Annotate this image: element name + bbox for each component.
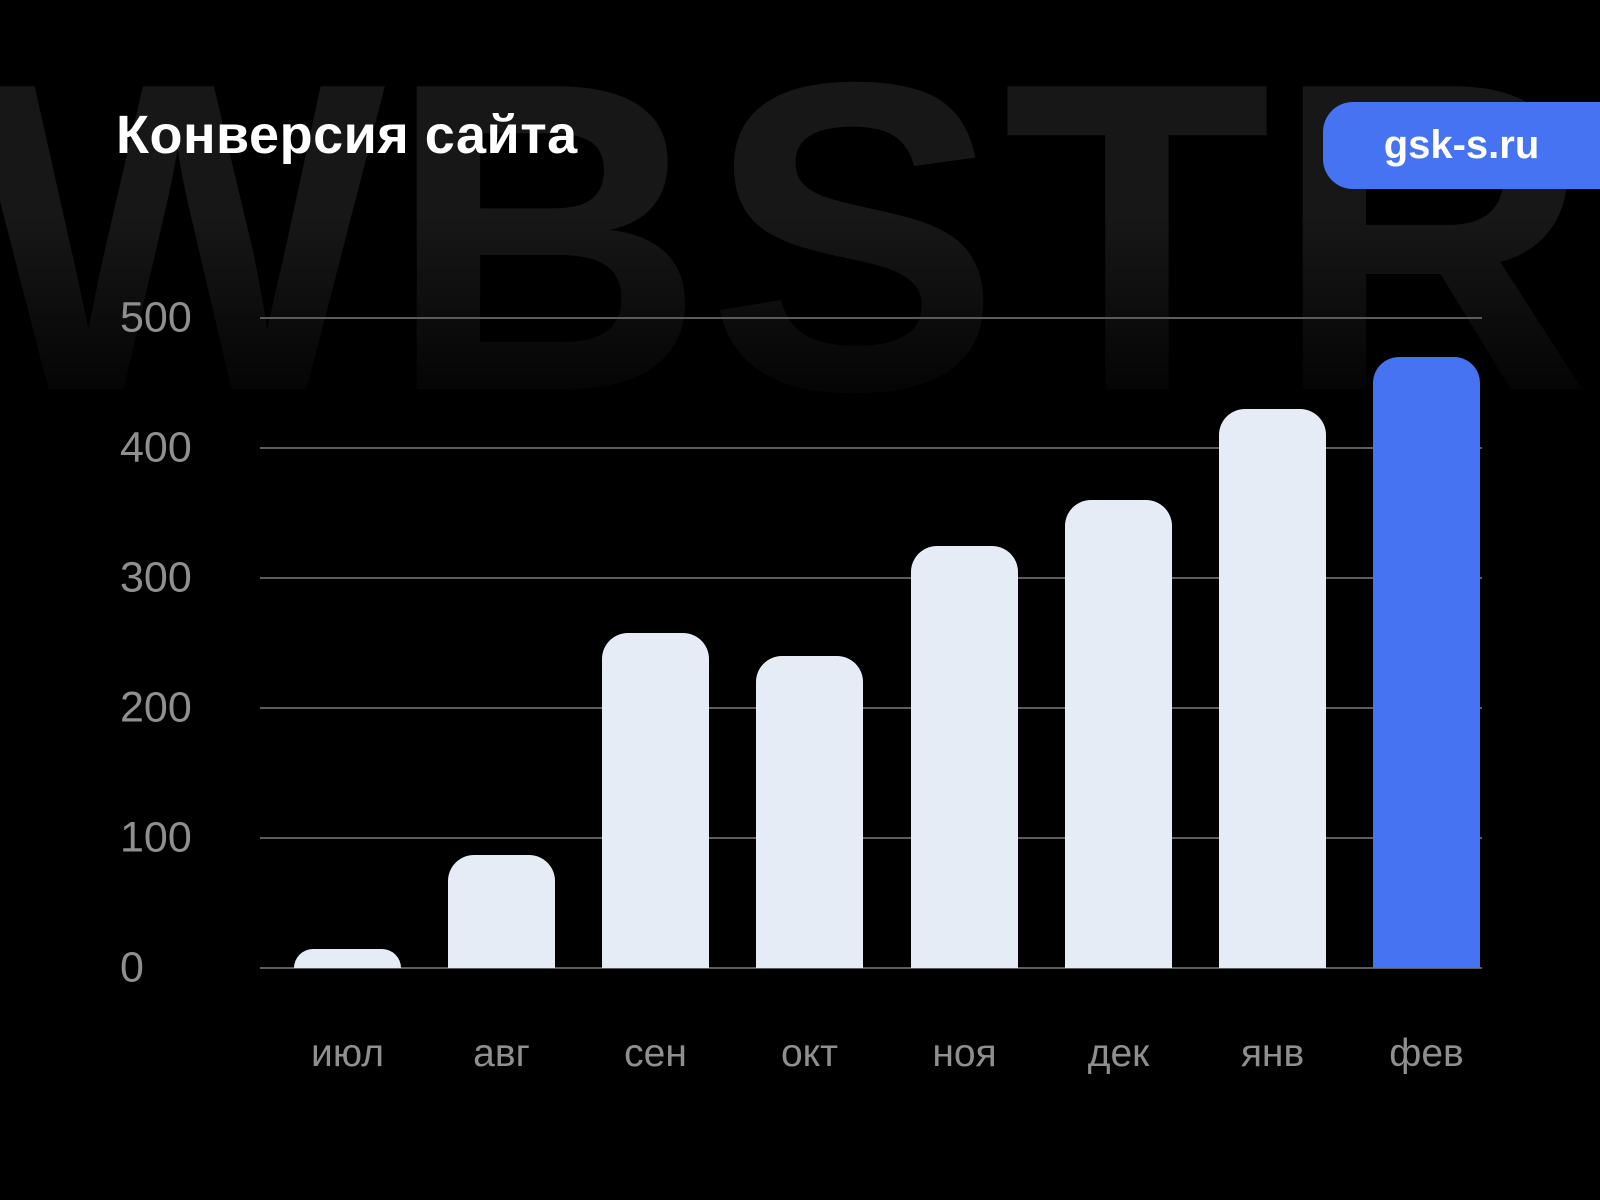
x-axis-label-июл: июл — [311, 1032, 384, 1075]
x-axis-label-дек: дек — [1087, 1032, 1150, 1075]
bar-дек — [1065, 500, 1172, 968]
x-axis-label-ноя: ноя — [932, 1032, 997, 1075]
x-axis-label-сен: сен — [624, 1032, 687, 1075]
gridline-0 — [260, 967, 1482, 969]
gridline-200 — [260, 707, 1482, 709]
x-axis-label-авг: авг — [473, 1032, 530, 1075]
bar-сен — [602, 632, 709, 968]
bar-авг — [448, 854, 555, 968]
site-badge-label: gsk-s.ru — [1383, 123, 1540, 167]
y-axis-label-200: 200 — [120, 683, 192, 732]
bar-фев — [1373, 357, 1480, 968]
gridline-500 — [260, 317, 1482, 319]
gridline-100 — [260, 837, 1482, 839]
x-axis-label-фев: фев — [1389, 1032, 1464, 1075]
x-axis-label-янв: янв — [1240, 1032, 1305, 1075]
bar-окт — [756, 656, 863, 968]
page-title: Конверсия сайта — [116, 105, 578, 165]
x-axis-label-окт: окт — [780, 1032, 839, 1075]
y-axis-label-300: 300 — [120, 553, 192, 602]
y-axis-label-500: 500 — [120, 293, 192, 342]
gridline-300 — [260, 577, 1482, 579]
site-badge[interactable]: gsk-s.ru — [1323, 102, 1600, 189]
gridline-400 — [260, 447, 1482, 449]
y-axis-label-100: 100 — [120, 813, 192, 862]
bar-ноя — [911, 545, 1018, 968]
y-axis-label-0: 0 — [120, 943, 144, 992]
watermark-text: WBSTR — [0, 0, 1594, 483]
bar-июл — [294, 948, 401, 968]
bar-янв — [1219, 409, 1326, 968]
y-axis-label-400: 400 — [120, 423, 192, 472]
